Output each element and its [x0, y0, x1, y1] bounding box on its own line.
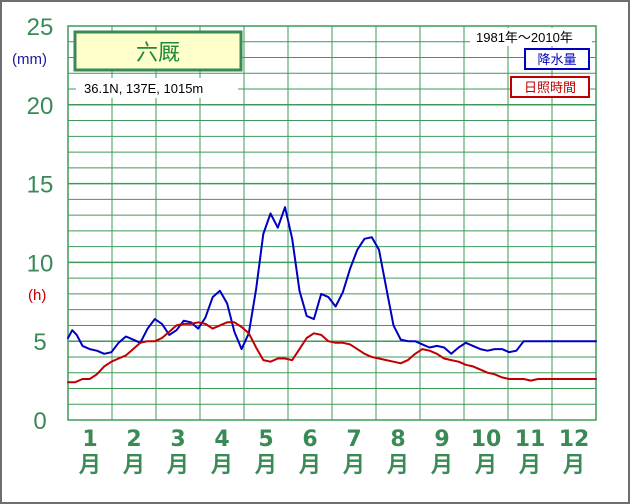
- title-box: [73, 30, 243, 72]
- x-tick-suffix: 月: [298, 453, 321, 478]
- period-bg: [470, 28, 592, 46]
- x-tick-suffix: 月: [166, 453, 189, 478]
- y-tick-label: 0: [33, 408, 46, 435]
- x-tick-label: 3: [170, 427, 185, 452]
- x-tick-suffix: 月: [386, 453, 409, 478]
- x-tick-label: 7: [346, 427, 361, 452]
- y-tick-label: 20: [27, 93, 54, 120]
- legend-sun-box: [510, 76, 590, 98]
- x-tick-suffix: 月: [518, 453, 541, 478]
- station-info: 36.1N, 137E, 1015m: [84, 81, 203, 96]
- x-tick-label: 8: [390, 427, 405, 452]
- y-tick-labels: 0 5 10 15 20 25: [27, 14, 54, 435]
- x-tick-label: 12: [559, 427, 590, 452]
- x-tick-suffix: 月: [122, 453, 145, 478]
- station-info-bg: [76, 78, 238, 98]
- grid-lines: [67, 25, 597, 421]
- y-tick-label: 25: [27, 14, 54, 41]
- precipitation-line: [67, 206, 597, 355]
- x-tick-label: 11: [515, 427, 546, 452]
- x-tick-label: 9: [434, 427, 449, 452]
- x-tick-label: 10: [471, 427, 502, 452]
- sunshine-line: [67, 321, 597, 384]
- legend-sun-label: 日照時間: [524, 81, 576, 96]
- x-tick-label: 6: [302, 427, 317, 452]
- chart-title: 六厩: [136, 41, 180, 66]
- x-tick-suffix: 月: [474, 453, 497, 478]
- legend-precip-box: [524, 48, 590, 70]
- x-tick-suffix: 月: [562, 453, 585, 478]
- series-lines: [67, 206, 597, 384]
- x-tick-suffix: 月: [254, 453, 277, 478]
- x-tick-label: 5: [258, 427, 273, 452]
- x-tick-label: 1: [82, 427, 97, 452]
- x-tick-suffix: 月: [342, 453, 365, 478]
- legend-precip-label: 降水量: [537, 53, 576, 68]
- y-tick-label: 10: [27, 250, 54, 277]
- x-tick-label: 2: [126, 427, 141, 452]
- y-unit-precip: (mm): [12, 51, 47, 68]
- x-tick-suffix: 月: [210, 453, 233, 478]
- period-label: 1981年〜2010年: [476, 30, 573, 45]
- x-tick-suffix: 月: [78, 453, 101, 478]
- x-tick-suffix: 月: [430, 453, 453, 478]
- x-tick-label: 4: [214, 427, 229, 452]
- y-tick-label: 5: [33, 329, 46, 356]
- y-tick-label: 15: [27, 172, 54, 199]
- y-unit-sun: (h): [28, 287, 46, 304]
- legend: 降水量 日照時間: [510, 48, 590, 98]
